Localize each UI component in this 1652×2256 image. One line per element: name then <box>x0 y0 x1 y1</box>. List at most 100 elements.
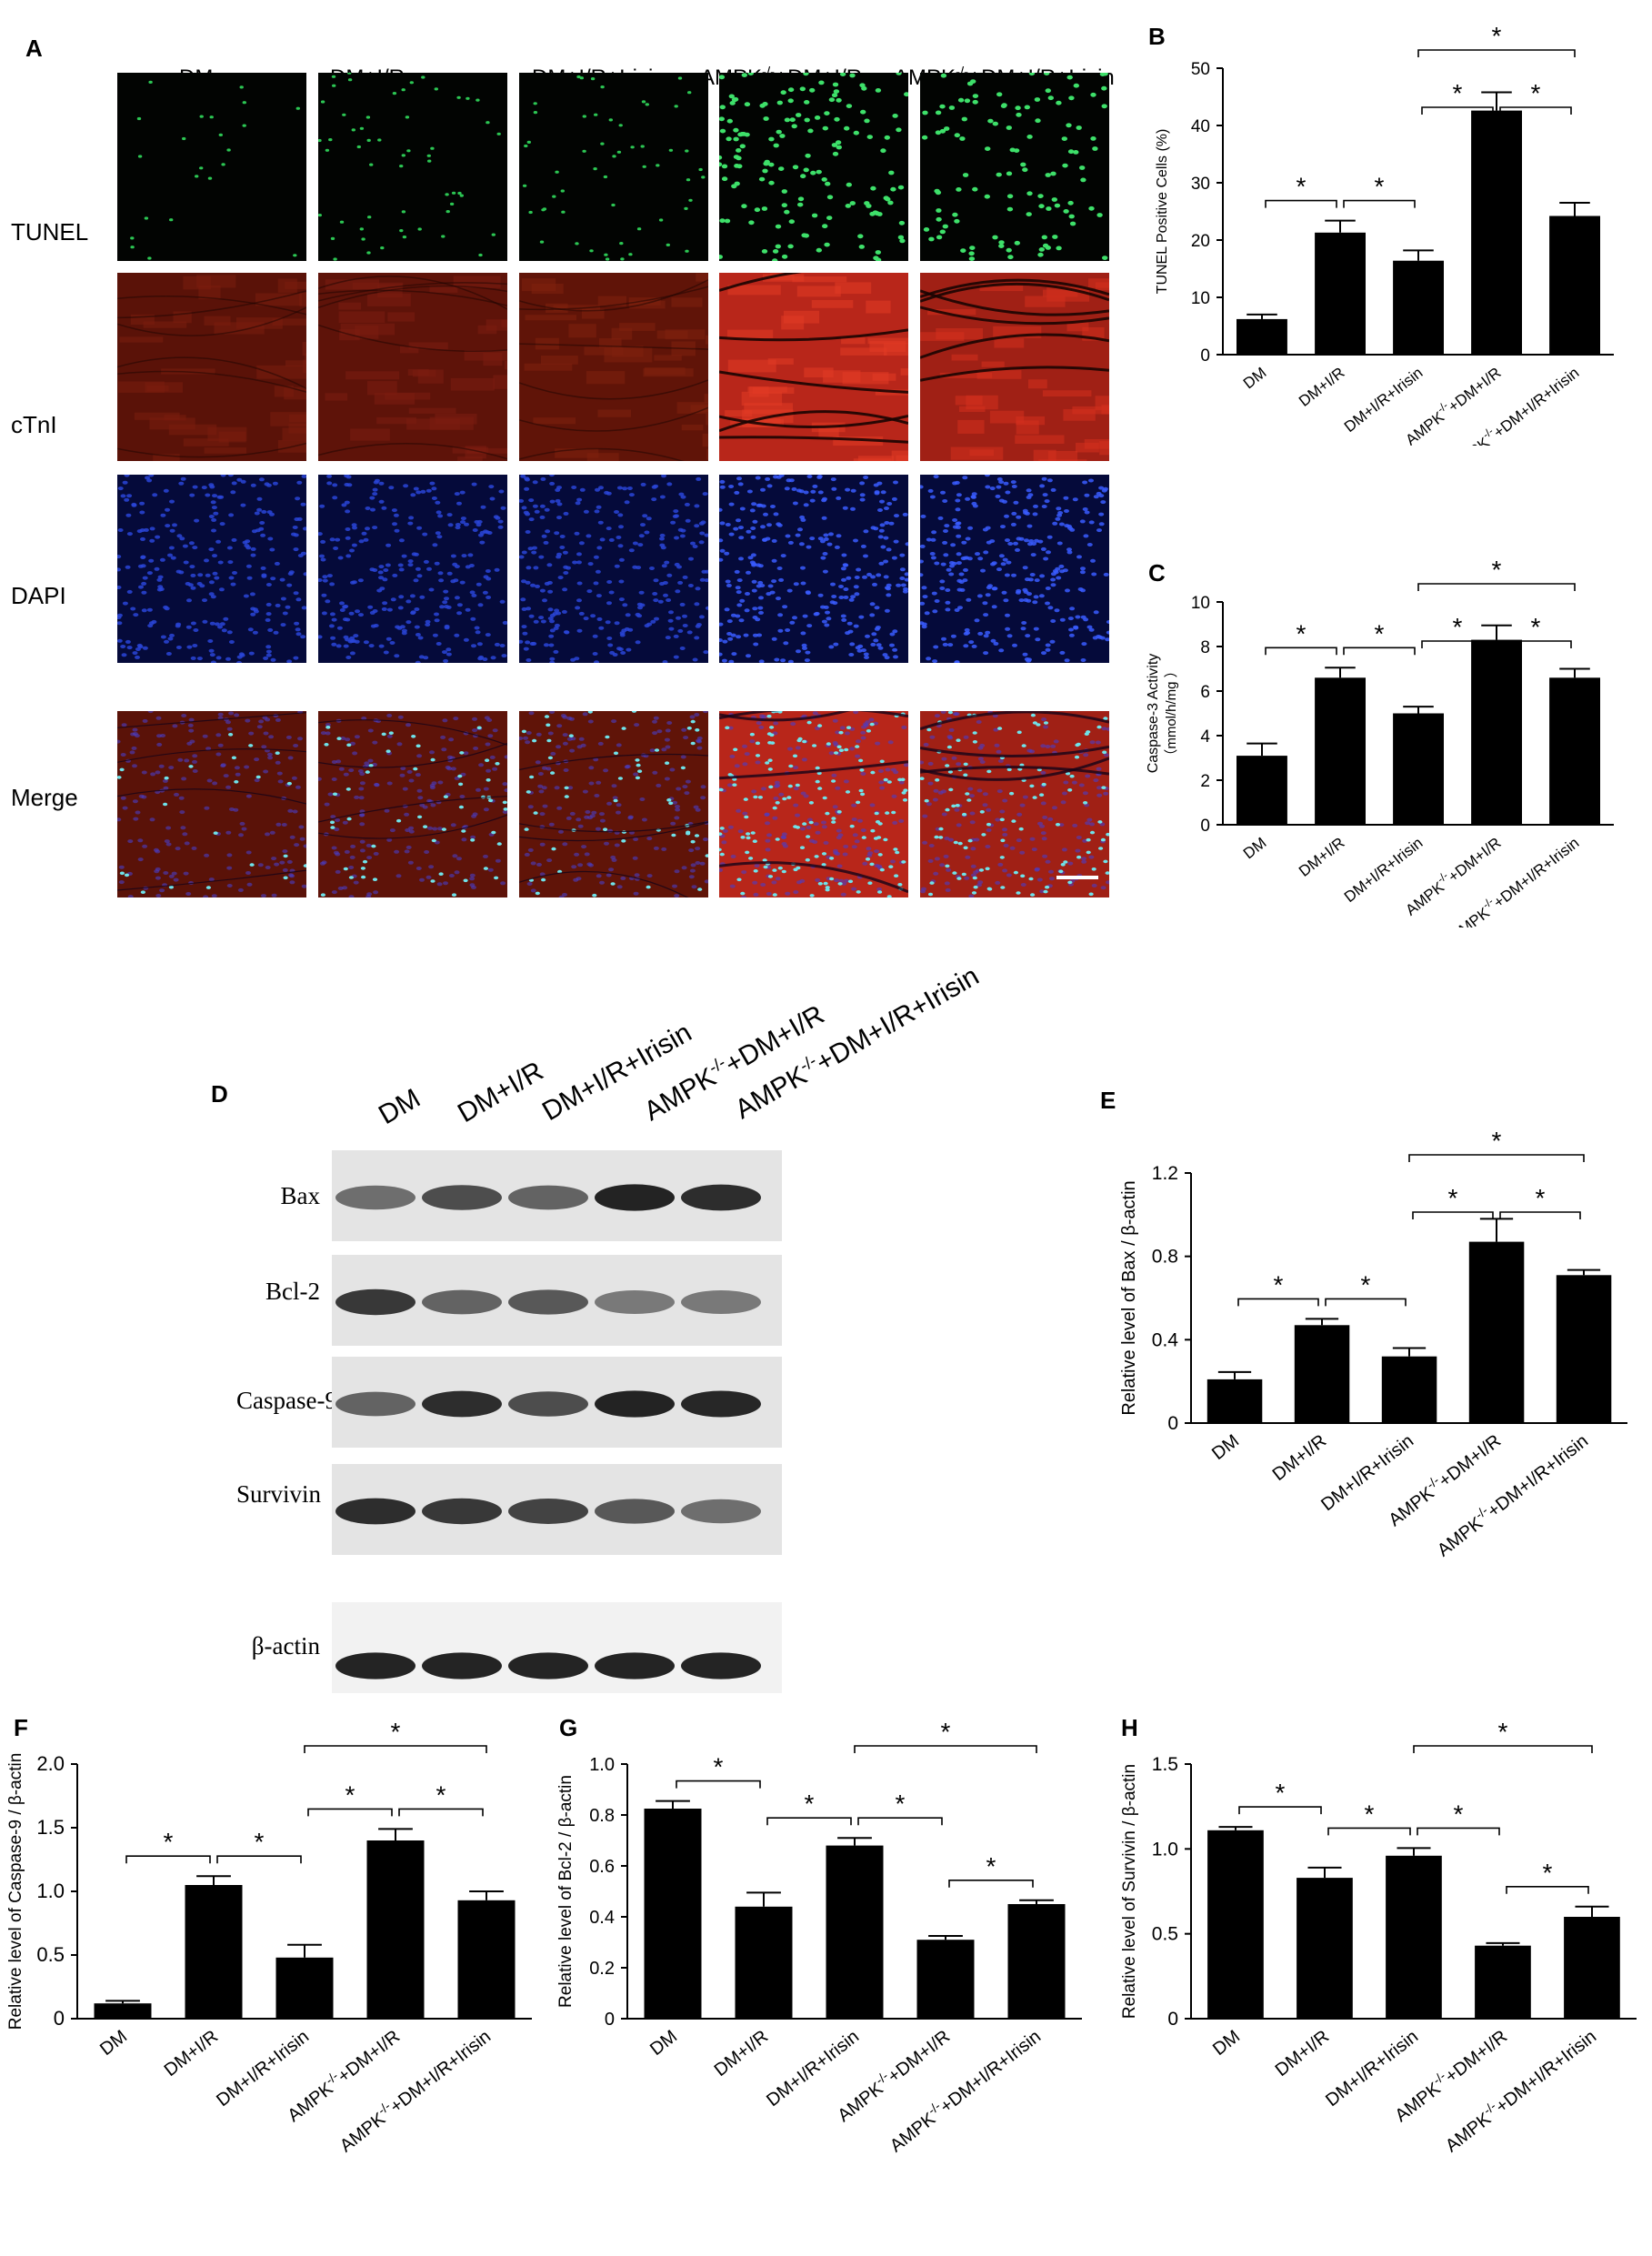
y-tick-label: 0.4 <box>1152 1329 1179 1350</box>
y-axis-label: Caspase-3 Activity <box>1146 654 1161 774</box>
y-tick-label: 1.0 <box>589 1755 615 1775</box>
micrograph-tunel-4 <box>719 73 908 261</box>
category-label: DM <box>646 2027 681 2060</box>
significance-mark: * <box>896 1790 906 1818</box>
blot-col-header-2: DM+I/R <box>453 1056 549 1129</box>
bar <box>1381 1356 1437 1423</box>
category-label: DM <box>1208 1431 1243 1464</box>
significance-bracket <box>1421 640 1494 648</box>
y-tick-label: 0 <box>1200 346 1210 366</box>
significance-bracket <box>1413 1745 1593 1753</box>
y-tick-label: 2 <box>1200 772 1210 791</box>
significance-mark: * <box>1492 1127 1502 1155</box>
category-label: DM+I/R+Irisin <box>213 2027 313 2111</box>
panel-d-letter: D <box>211 1080 228 1108</box>
bar <box>1236 318 1287 355</box>
significance-bracket <box>1238 1806 1322 1815</box>
blot-label-bcl-2: Bcl-2 <box>265 1278 320 1305</box>
significance-bracket <box>1499 640 1572 648</box>
significance-mark: * <box>391 1718 401 1746</box>
y-tick-label: 0 <box>605 2010 615 2030</box>
chart-b-letter: B <box>1148 23 1166 50</box>
bar <box>1315 232 1366 355</box>
y-tick-label: 4 <box>1200 727 1210 747</box>
chart-f: F 0 0.5 1.0 1.5 2.0 Relative level of Caspase-… <box>6 1714 532 2156</box>
chart-g-letter: G <box>559 1714 577 1741</box>
category-label: AMPK-/-+DM+I/R+Irisin <box>1431 1428 1592 1560</box>
category-label: DM+I/R+Irisin <box>763 2027 863 2111</box>
bar <box>1556 1275 1612 1423</box>
bar <box>1393 260 1444 355</box>
chart-c-letter: C <box>1148 559 1166 587</box>
category-label: DM+I/R <box>1269 1431 1330 1485</box>
chart-b: B 0 10 20 30 40 50 TUNEL Positive Cells (%) DM DM… <box>1148 22 1614 446</box>
bar <box>185 1885 243 2019</box>
significance-bracket <box>1327 1827 1411 1836</box>
y-tick-label: 10 <box>1191 594 1210 613</box>
significance-bracket <box>1343 647 1416 656</box>
bar <box>1207 1830 1264 2019</box>
y-tick-label: 1.5 <box>36 1816 65 1839</box>
category-label: DM+I/R <box>1272 2027 1333 2081</box>
y-tick-label: 6 <box>1200 683 1210 702</box>
y-tick-label: 1.5 <box>1152 1754 1178 1775</box>
y-tick-label: 50 <box>1191 60 1210 79</box>
chart-f-letter: F <box>14 1714 28 1741</box>
blot-col-header-1: DM <box>374 1083 426 1131</box>
significance-bracket <box>307 1808 393 1817</box>
bar <box>1549 216 1600 355</box>
y-tick-label: 0.5 <box>36 1943 65 1966</box>
bar <box>1564 1917 1620 2019</box>
blot-strip-caspase-9 <box>332 1357 782 1448</box>
category-label: DM+I/R <box>1296 364 1347 410</box>
y-tick-label: 40 <box>1191 117 1210 136</box>
micrograph-tunel-3 <box>519 73 708 261</box>
y-tick-label: 20 <box>1191 232 1210 251</box>
significance-mark: * <box>986 1852 996 1880</box>
y-tick-label: 8 <box>1200 638 1210 657</box>
micrograph-merge-1 <box>117 711 306 897</box>
micrograph-dapi-5 <box>920 475 1109 663</box>
significance-mark: * <box>1274 1270 1284 1298</box>
significance-bracket <box>1417 49 1576 57</box>
bar <box>366 1840 425 2019</box>
y-tick-label: 1.0 <box>36 1880 65 1902</box>
bar <box>1475 1945 1531 2019</box>
chart-c: C 0 2 4 6 8 10 Caspase-3 Activity （mmol/h/mg ） DM… <box>1146 556 1614 927</box>
category-label: DM <box>1240 834 1270 862</box>
significance-mark: * <box>1276 1779 1286 1807</box>
blot-label-survivin: Survivin <box>236 1480 322 1508</box>
y-tick-label: 2.0 <box>36 1752 65 1775</box>
micrograph-ctni-5 <box>920 273 1109 461</box>
blot-label--actin: β-actin <box>251 1632 320 1659</box>
significance-mark: * <box>714 1753 724 1781</box>
chart-h: H 0 0.5 1.0 1.5 Relative level of Survivin / … <box>1120 1714 1637 2156</box>
significance-bracket <box>1265 647 1337 656</box>
micrograph-ctni-3 <box>519 273 708 461</box>
significance-mark: * <box>1297 619 1307 647</box>
significance-mark: * <box>255 1828 265 1856</box>
y-axis-label: Relative level of Caspase-9 / β-actin <box>6 1753 25 2030</box>
y-tick-label: 0 <box>1200 817 1210 836</box>
significance-bracket <box>216 1855 302 1864</box>
bar <box>1315 677 1366 825</box>
significance-mark: * <box>1454 1800 1464 1828</box>
y-tick-label: 1.2 <box>1152 1163 1178 1184</box>
category-label: AMPK-/-+DM+I/R+Irisin <box>884 2023 1045 2156</box>
significance-bracket <box>398 1808 484 1817</box>
y-tick-label: 0.8 <box>1152 1247 1178 1268</box>
row-label-merge: Merge <box>11 784 78 811</box>
micrograph-dapi-4 <box>719 475 908 663</box>
category-label: DM+I/R+Irisin <box>1341 364 1427 436</box>
significance-mark: * <box>1536 1184 1546 1212</box>
micrograph-tunel-5 <box>920 73 1109 261</box>
significance-mark: * <box>1453 613 1463 641</box>
significance-bracket <box>676 1780 761 1789</box>
micrograph-dapi-3 <box>519 475 708 663</box>
micrograph-ctni-1 <box>117 273 306 461</box>
significance-mark: * <box>1297 173 1307 201</box>
blot-strip-bcl-2 <box>332 1255 782 1346</box>
significance-bracket <box>1421 106 1494 115</box>
blot-strip--actin <box>332 1602 782 1693</box>
blot-label-bax: Bax <box>280 1182 321 1209</box>
